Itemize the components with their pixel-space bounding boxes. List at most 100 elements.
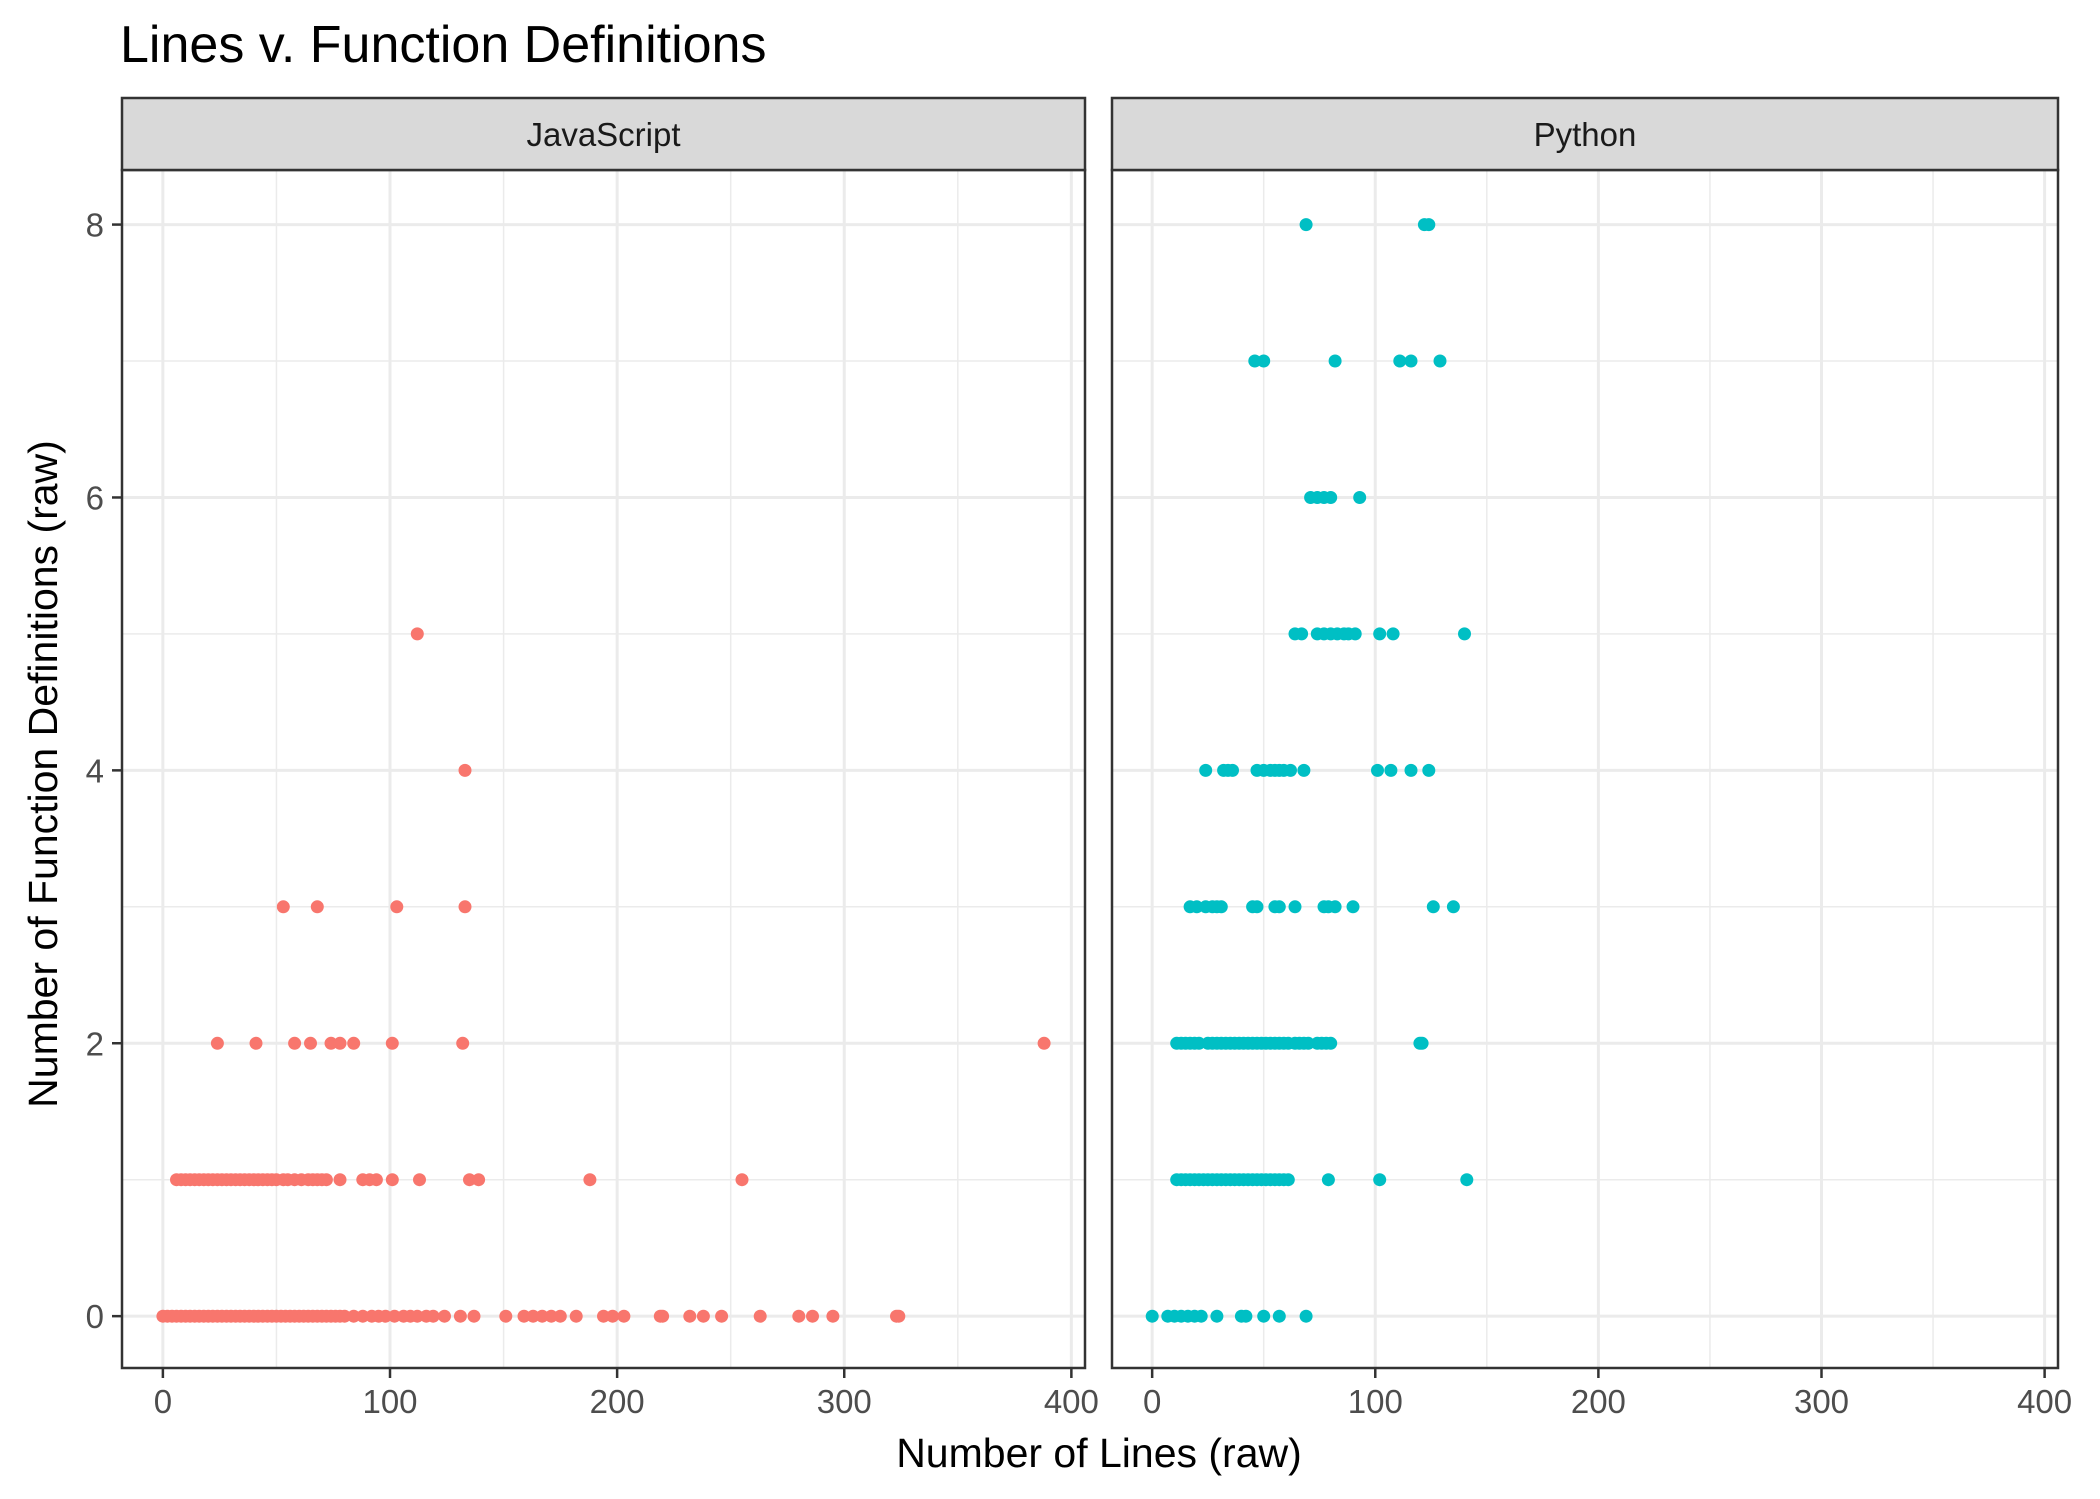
data-point-javascript: [1037, 1036, 1051, 1050]
data-point-python: [1257, 1309, 1271, 1323]
data-point-python: [1404, 354, 1418, 368]
x-tick-label: 100: [362, 1383, 417, 1420]
data-point-python: [1346, 900, 1360, 914]
facet-strip-label-javascript: JavaScript: [526, 116, 680, 153]
data-point-python: [1284, 763, 1297, 777]
data-point-javascript: [499, 1309, 513, 1323]
x-tick-label: 200: [590, 1383, 645, 1420]
data-point-javascript: [535, 1309, 549, 1323]
data-point-javascript: [356, 1309, 370, 1323]
data-point-python: [1415, 1036, 1429, 1050]
data-point-javascript: [369, 1173, 383, 1187]
data-point-javascript: [319, 1173, 333, 1187]
data-point-javascript: [526, 1309, 540, 1323]
data-point-javascript: [458, 900, 472, 914]
data-point-python: [1299, 1309, 1313, 1323]
x-axis-title: Number of Lines (raw): [896, 1430, 1302, 1476]
data-point-python: [1272, 900, 1286, 914]
y-tick-label: 2: [86, 1025, 104, 1062]
x-tick-label: 400: [2017, 1383, 2072, 1420]
data-point-python: [1422, 763, 1436, 777]
data-point-javascript: [617, 1309, 631, 1323]
data-point-javascript: [438, 1309, 451, 1323]
data-point-javascript: [288, 1036, 302, 1050]
data-point-javascript: [338, 1309, 352, 1323]
data-point-python: [1192, 1036, 1206, 1050]
data-point-python: [1371, 763, 1384, 777]
data-point-python: [1446, 900, 1460, 914]
data-point-python: [1250, 900, 1264, 914]
data-point-javascript: [333, 1173, 347, 1187]
data-point-javascript: [826, 1309, 840, 1323]
data-point-python: [1458, 627, 1471, 641]
x-tick-label: 400: [1044, 1383, 1099, 1420]
data-point-javascript: [606, 1309, 620, 1323]
data-point-python: [1348, 627, 1362, 641]
data-point-javascript: [806, 1309, 819, 1323]
data-point-python: [1295, 627, 1309, 641]
data-point-python: [1281, 1173, 1295, 1187]
data-point-javascript: [792, 1309, 806, 1323]
data-point-javascript: [583, 1173, 597, 1187]
y-axis-title: Number of Function Definitions (raw): [20, 440, 66, 1108]
data-point-javascript: [426, 1309, 440, 1323]
data-point-python: [1288, 900, 1302, 914]
chart-title: Lines v. Function Definitions: [120, 16, 766, 74]
y-tick-label: 0: [86, 1298, 104, 1335]
data-point-python: [1422, 218, 1436, 232]
data-point-python: [1324, 491, 1338, 504]
data-point-python: [1257, 354, 1271, 368]
data-point-javascript: [310, 900, 324, 914]
x-tick-label: 0: [1143, 1383, 1161, 1420]
data-point-python: [1145, 1309, 1159, 1323]
data-point-javascript: [388, 1309, 401, 1323]
data-point-javascript: [683, 1309, 697, 1323]
data-point-python: [1301, 1036, 1315, 1050]
facet-strip-python: [1110, 96, 2060, 172]
data-point-javascript: [553, 1309, 567, 1323]
data-point-python: [1404, 763, 1418, 777]
data-point-javascript: [304, 1036, 317, 1050]
facet-strip-javascript: [120, 96, 1087, 172]
data-point-javascript: [472, 1173, 486, 1187]
data-point-python: [1226, 763, 1239, 777]
data-point-python: [1299, 218, 1313, 232]
data-point-javascript: [696, 1309, 710, 1323]
x-tick-label: 0: [154, 1383, 172, 1420]
data-point-python: [1373, 1173, 1387, 1187]
data-point-python: [1373, 627, 1387, 641]
data-point-python: [1433, 354, 1447, 368]
data-point-javascript: [453, 1309, 467, 1323]
x-tick-label: 300: [817, 1383, 872, 1420]
data-point-python: [1248, 354, 1262, 368]
y-tick-label: 8: [86, 207, 104, 244]
x-tick-label: 300: [1794, 1383, 1849, 1420]
panel-javascript: JavaScript 0 100 200 300 400 0 2 4 6 8: [86, 96, 1099, 1420]
data-point-javascript: [892, 1309, 906, 1323]
data-point-python: [1460, 1173, 1474, 1187]
data-point-javascript: [410, 1309, 424, 1323]
data-point-python: [1386, 627, 1400, 641]
data-point-javascript: [458, 763, 472, 777]
data-point-javascript: [597, 1309, 610, 1323]
data-point-javascript: [249, 1036, 263, 1050]
data-point-javascript: [347, 1309, 361, 1323]
data-point-javascript: [385, 1173, 399, 1187]
data-point-javascript: [390, 900, 404, 914]
data-point-javascript: [735, 1173, 749, 1187]
data-point-javascript: [463, 1173, 476, 1187]
data-point-javascript: [715, 1309, 729, 1323]
data-point-javascript: [467, 1309, 481, 1323]
data-point-javascript: [656, 1309, 670, 1323]
data-point-javascript: [517, 1309, 531, 1323]
panel-python: Python 0 100 200 300 400: [1110, 96, 2072, 1420]
data-point-javascript: [569, 1309, 583, 1323]
data-point-python: [1324, 1036, 1338, 1050]
data-point-python: [1426, 900, 1440, 914]
data-point-javascript: [413, 1173, 426, 1187]
data-point-javascript: [385, 1036, 399, 1050]
facet-strip-label-python: Python: [1534, 116, 1637, 153]
data-point-javascript: [544, 1309, 558, 1323]
data-point-python: [1328, 900, 1342, 914]
